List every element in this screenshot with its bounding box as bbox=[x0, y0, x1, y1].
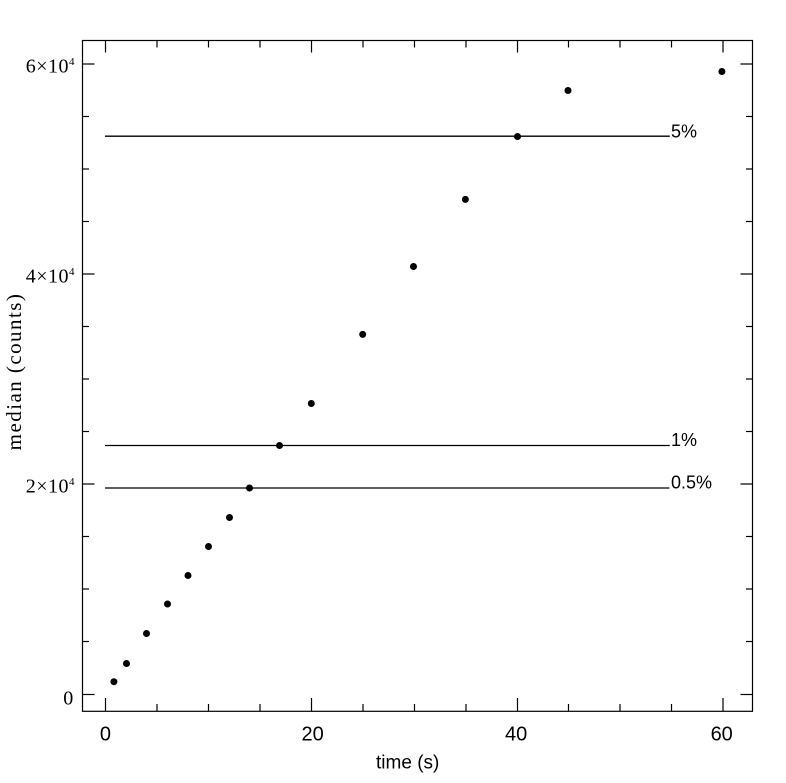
svg-text:6×104: 6×104 bbox=[26, 56, 75, 78]
svg-text:1%: 1% bbox=[671, 430, 697, 450]
svg-text:median (counts): median (counts) bbox=[2, 293, 26, 451]
svg-text:time (s): time (s) bbox=[376, 753, 439, 774]
svg-text:0: 0 bbox=[100, 723, 111, 745]
svg-text:2×104: 2×104 bbox=[26, 476, 75, 498]
svg-text:4×104: 4×104 bbox=[26, 266, 75, 288]
svg-text:5%: 5% bbox=[671, 122, 697, 142]
svg-text:20: 20 bbox=[301, 723, 323, 745]
svg-text:60: 60 bbox=[711, 723, 733, 745]
svg-text:40: 40 bbox=[505, 723, 527, 745]
svg-text:0: 0 bbox=[63, 688, 74, 710]
svg-text:0.5%: 0.5% bbox=[671, 473, 712, 493]
